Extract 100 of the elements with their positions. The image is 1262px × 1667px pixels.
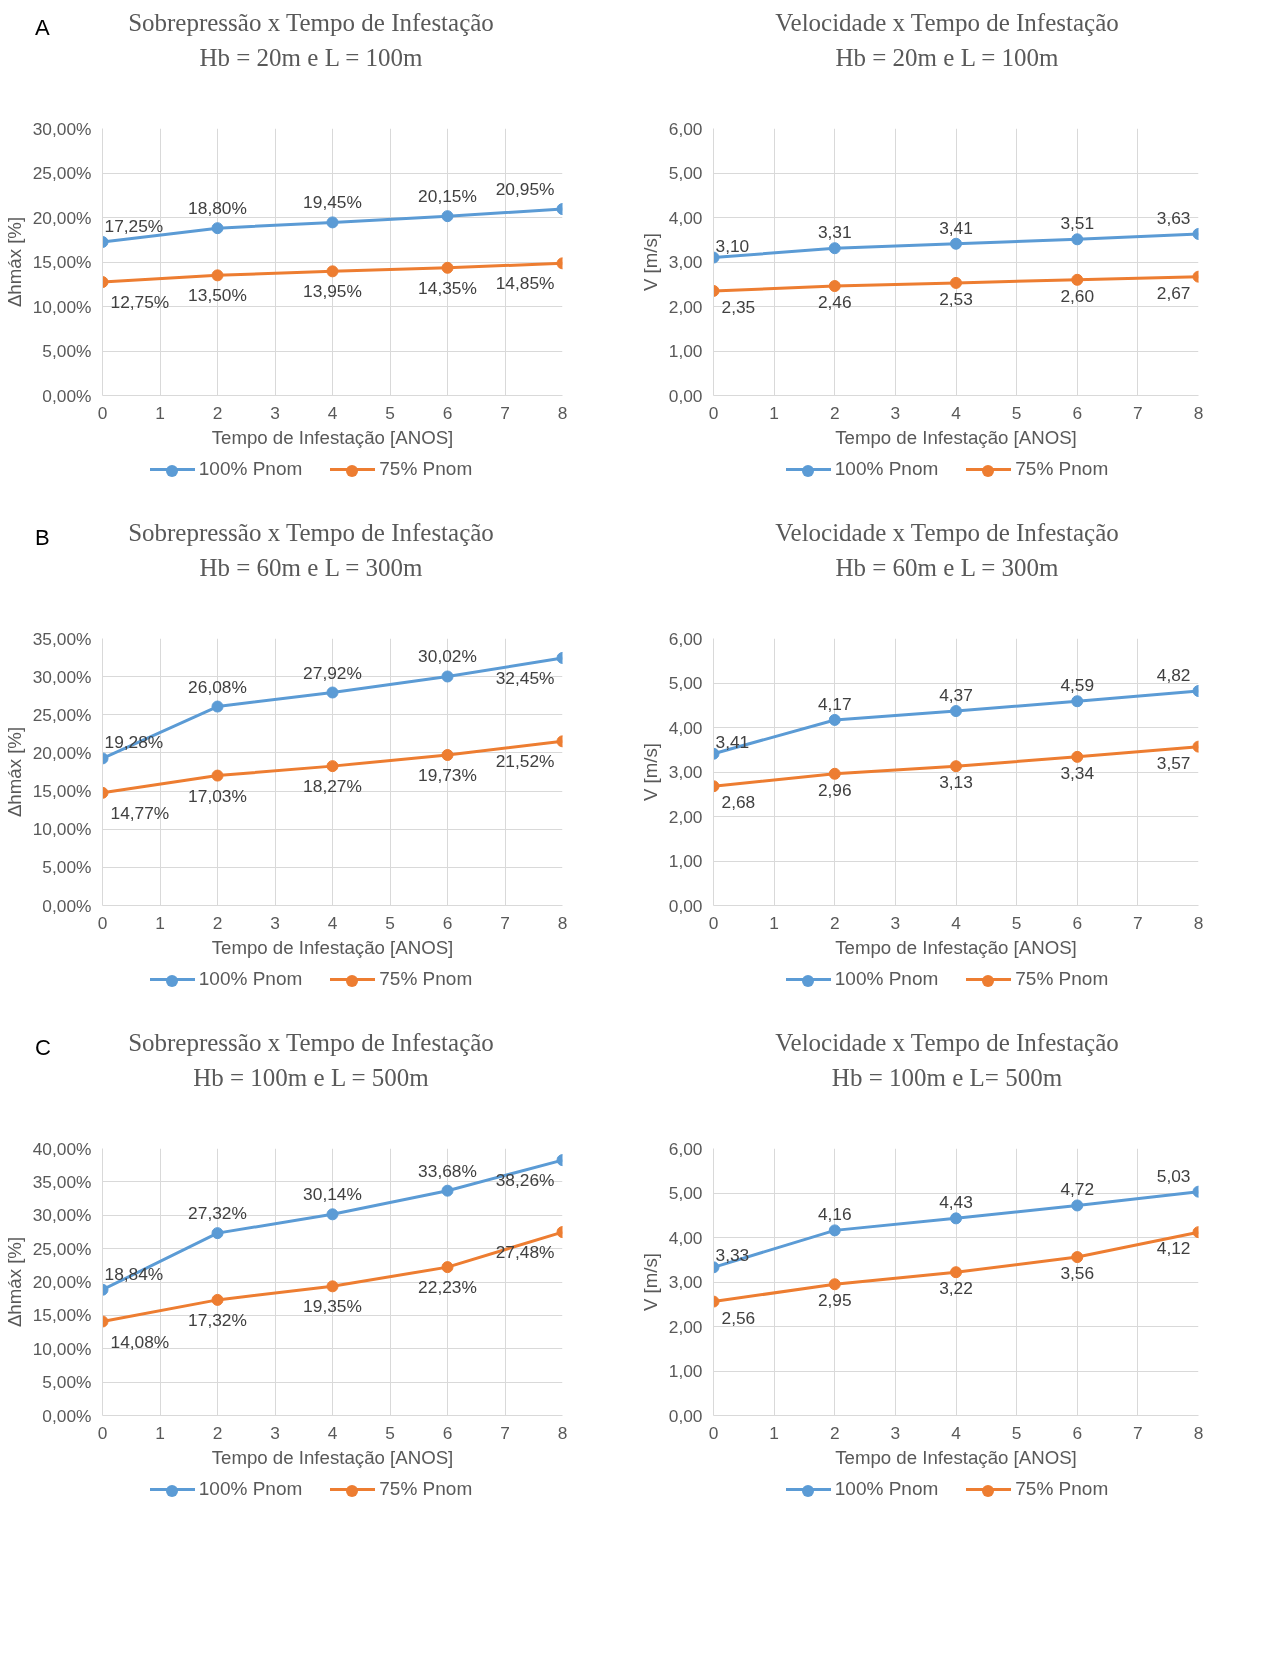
- point: [828, 713, 841, 726]
- x-tick-label: 0: [97, 912, 108, 933]
- data-label: 2,35: [721, 296, 756, 317]
- y-tick-label: 3,00: [668, 762, 703, 782]
- data-label: 26,08%: [188, 676, 247, 697]
- y-tick-label: 2,00: [668, 1316, 703, 1337]
- chart-subtitle: Hb = 20m e L = 100m: [198, 43, 424, 73]
- y-tick-label: 3,00: [668, 252, 703, 272]
- data-label: 5,03: [1156, 1165, 1191, 1186]
- text: C: [35, 1034, 51, 1062]
- x-tick-label: 2: [829, 1422, 840, 1443]
- point: [211, 269, 224, 282]
- y-tick-label: 4,00: [668, 1227, 703, 1248]
- x-tick-label: 3: [890, 1422, 901, 1443]
- data-label: 14,77%: [110, 802, 170, 823]
- point: [211, 769, 224, 782]
- data-label: 18,80%: [188, 198, 247, 219]
- point: [950, 1212, 962, 1225]
- point: [211, 222, 224, 235]
- data-label: 3,51: [1060, 213, 1095, 234]
- data-label: 3,34: [1060, 762, 1095, 783]
- x-tick-label: 5: [1011, 912, 1022, 933]
- x-tick-label: 5: [1011, 1422, 1022, 1443]
- x-tick-label: 4: [951, 402, 962, 423]
- data-label: 4,82: [1156, 665, 1191, 686]
- y-tick-label: 5,00%: [42, 341, 92, 361]
- legend-label: 75% Pnom: [1014, 1477, 1109, 1501]
- data-label: 3,10: [715, 235, 750, 256]
- data-label: 3,13: [939, 772, 973, 793]
- point: [1071, 273, 1084, 286]
- x-tick-label: 7: [1133, 402, 1143, 423]
- point: [211, 1293, 224, 1306]
- y-tick-label: 0,00: [668, 1405, 703, 1426]
- data-label: 22,23%: [418, 1277, 477, 1298]
- point: [950, 705, 962, 718]
- data-label: 4,43: [939, 1192, 973, 1213]
- y-tick-label: 40,00%: [32, 1138, 92, 1159]
- y-tick-label: 1,00: [668, 1361, 703, 1381]
- x-tick-label: 6: [1072, 912, 1083, 933]
- y-axis-title: V [m/s]: [639, 742, 661, 802]
- x-tick-label: 1: [155, 1422, 165, 1443]
- y-tick-label: 30,00%: [32, 118, 92, 139]
- data-label: 2,60: [1060, 285, 1095, 306]
- x-tick-label: 1: [155, 402, 165, 423]
- data-label: 17,25%: [104, 215, 164, 236]
- x-tick-label: 5: [385, 912, 395, 933]
- point: [828, 767, 841, 780]
- y-tick-label: 4,00: [668, 207, 703, 228]
- y-tick-label: 35,00%: [32, 628, 92, 649]
- legend-label: 100% Pnom: [197, 967, 303, 991]
- text: A: [35, 14, 50, 42]
- y-tick-label: 3,00: [668, 1272, 703, 1292]
- y-tick-label: 0,00%: [42, 895, 92, 916]
- point: [1071, 1199, 1084, 1212]
- data-label: 19,45%: [303, 192, 362, 213]
- legend-label: 75% Pnom: [378, 967, 473, 991]
- y-tick-label: 5,00%: [42, 1372, 92, 1393]
- data-label: 2,67: [1156, 282, 1191, 303]
- point: [441, 210, 454, 223]
- x-tick-label: 7: [1133, 1422, 1143, 1443]
- data-label: 2,56: [721, 1307, 756, 1328]
- point: [441, 261, 454, 274]
- chart-title: Sobrepressão x Tempo de Infestação: [128, 519, 494, 546]
- x-tick-label: 3: [270, 1422, 280, 1443]
- legend-label: 100% Pnom: [833, 1477, 939, 1501]
- point: [326, 686, 339, 699]
- x-axis-title: Tempo de Infestação [ANOS]: [211, 1446, 454, 1468]
- x-tick-label: 1: [155, 912, 165, 933]
- y-tick-label: 1,00: [668, 341, 703, 361]
- x-tick-label: 2: [212, 1422, 223, 1443]
- chart-subtitle: Hb = 20m e L = 100m: [834, 43, 1060, 73]
- data-label: 14,85%: [495, 273, 555, 294]
- x-tick-label: 6: [442, 402, 453, 423]
- point: [326, 1208, 339, 1221]
- x-tick-label: 8: [557, 1422, 568, 1443]
- x-tick-label: 1: [769, 1422, 779, 1443]
- point: [1071, 1251, 1084, 1264]
- legend-label: 75% Pnom: [378, 457, 473, 481]
- point: [1071, 750, 1084, 763]
- x-tick-label: 6: [442, 1422, 453, 1443]
- legend-label: 100% Pnom: [197, 457, 303, 481]
- chart-subtitle: Hb = 60m e L = 300m: [198, 553, 424, 583]
- point: [441, 670, 454, 683]
- data-label: 33,68%: [418, 1160, 477, 1181]
- x-axis-title: Tempo de Infestação [ANOS]: [835, 1446, 1077, 1468]
- data-label: 30,02%: [418, 646, 477, 667]
- y-tick-label: 6,00: [668, 118, 703, 139]
- data-label: 4,12: [1156, 1238, 1191, 1259]
- x-tick-label: 0: [708, 912, 719, 933]
- chart-title: Velocidade x Tempo de Infestação: [774, 1028, 1120, 1058]
- chart-title: Sobrepressão x Tempo de Infestação: [128, 1029, 494, 1056]
- x-tick-label: 2: [829, 912, 840, 933]
- chart-subtitle: Hb = 100m e L= 500m: [830, 1063, 1064, 1093]
- data-label: 32,45%: [495, 667, 555, 688]
- y-tick-label: 10,00%: [32, 819, 92, 840]
- data-label: 38,26%: [495, 1170, 555, 1191]
- y-tick-label: 15,00%: [32, 781, 92, 802]
- point: [326, 216, 339, 229]
- y-tick-label: 35,00%: [32, 1171, 92, 1192]
- x-axis-title: Tempo de Infestação [ANOS]: [211, 426, 454, 448]
